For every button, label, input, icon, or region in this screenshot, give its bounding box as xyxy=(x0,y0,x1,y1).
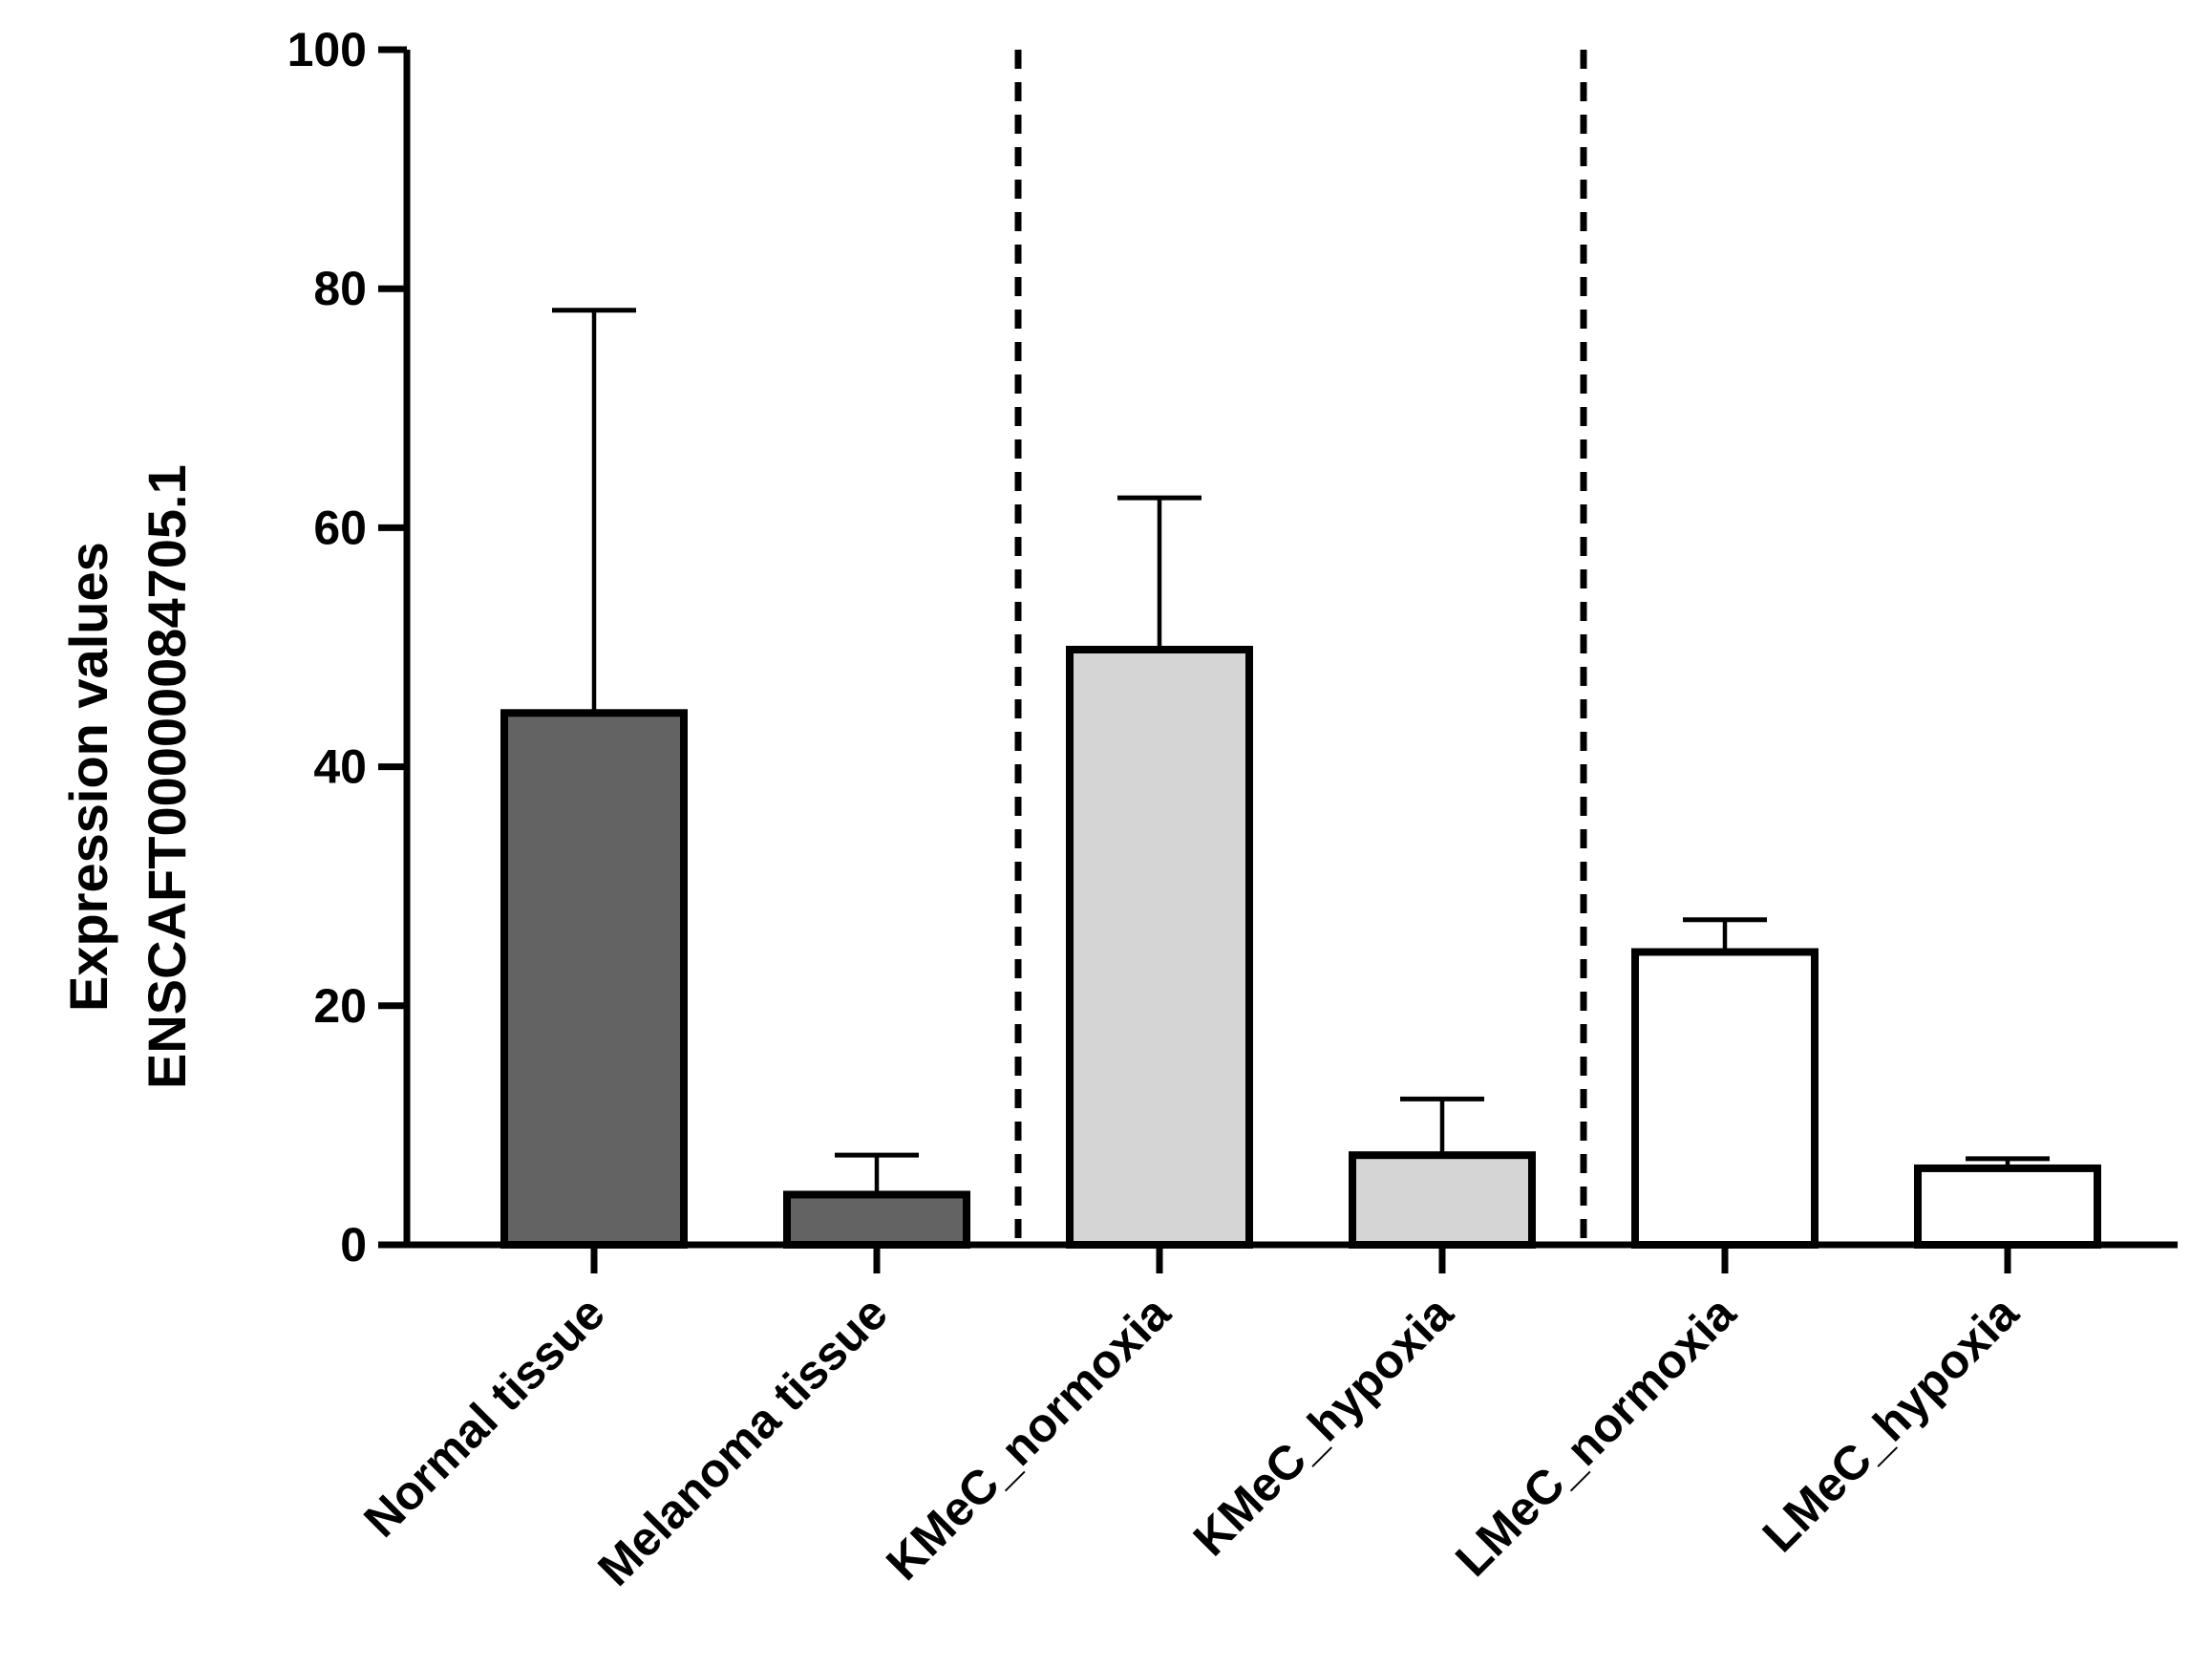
xtick-label-5: LMeC_hypoxia xyxy=(1753,1285,2030,1562)
ytick-label-3: 60 xyxy=(313,501,367,554)
bar-0 xyxy=(500,709,688,1249)
xtick-label-3: KMeC_hypoxia xyxy=(1183,1285,1464,1566)
ytick-label-2: 40 xyxy=(313,740,367,794)
y-axis-label-line-1: ENSCAFT00000084705.1 xyxy=(137,464,197,1089)
bar-1 xyxy=(783,1190,970,1250)
xtick-label-0: Normal tissue xyxy=(353,1286,614,1547)
bar-4 xyxy=(1631,948,1819,1249)
xtick-label-4: LMeC_normoxia xyxy=(1445,1285,1746,1586)
xtick-label-1: Melanoma tissue xyxy=(587,1286,897,1595)
xtick-label-2: KMeC_normoxia xyxy=(876,1285,1180,1590)
ytick-label-1: 20 xyxy=(313,979,367,1033)
bar-2 xyxy=(1066,646,1253,1249)
ytick-label-5: 100 xyxy=(287,23,367,76)
ytick-label-0: 0 xyxy=(340,1218,367,1272)
y-axis-label: Expression values ENSCAFT00000084705.1 xyxy=(58,464,197,1089)
bar-3 xyxy=(1349,1151,1536,1250)
y-axis-label-line-0: Expression values xyxy=(58,542,118,1012)
bar-5 xyxy=(1914,1164,2101,1250)
ytick-label-4: 80 xyxy=(313,262,367,315)
